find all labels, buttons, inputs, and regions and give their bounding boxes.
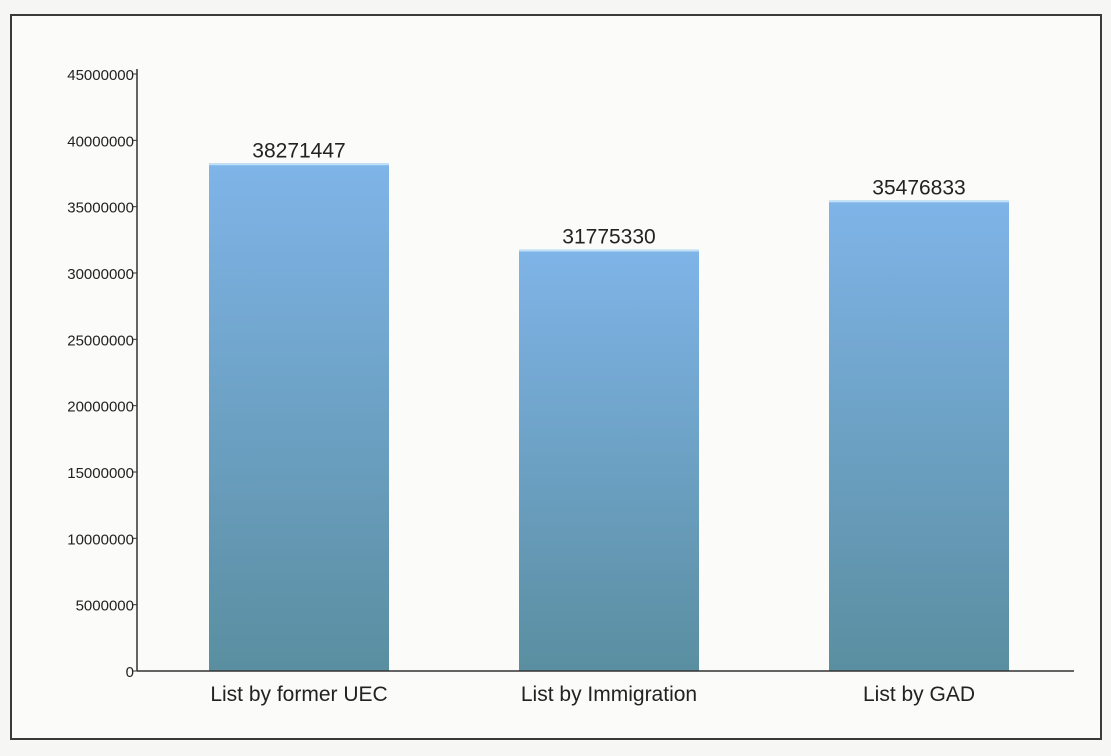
- x-tick-label: List by Immigration: [521, 683, 697, 706]
- axes-group: [136, 69, 1074, 672]
- bar-value-label: 38271447: [252, 139, 345, 162]
- y-tick-label: 20000000: [67, 399, 134, 416]
- y-tick-label: 40000000: [67, 133, 134, 150]
- y-axis-ticks: 0 5000000 10000000 15000000 20000000 25000000…: [67, 67, 137, 681]
- bar-chart: 0 5000000 10000000 15000000 20000000 25000000…: [67, 67, 1074, 706]
- y-tick-label: 15000000: [67, 465, 134, 482]
- bar-value-label: 31775330: [562, 225, 655, 248]
- y-tick-label: 30000000: [67, 266, 134, 283]
- y-tick-label: 5000000: [76, 598, 134, 615]
- y-tick-label: 0: [126, 664, 134, 681]
- bar-value-label: 35476833: [872, 176, 965, 199]
- y-tick-label: 35000000: [67, 200, 134, 217]
- y-tick-label: 10000000: [67, 531, 134, 548]
- x-tick-label: List by former UEC: [210, 683, 387, 706]
- x-tick-label: List by GAD: [863, 683, 975, 706]
- bar: [829, 200, 1009, 671]
- x-axis-labels: List by former UEC List by Immigration Lis…: [210, 683, 975, 706]
- y-tick-label: 25000000: [67, 332, 134, 349]
- bar: [209, 163, 389, 671]
- bar: [519, 249, 699, 671]
- y-tick-label: 45000000: [67, 67, 134, 84]
- bars-group: 38271447 31775330 35476833: [209, 139, 1009, 671]
- chart-container: 0 5000000 10000000 15000000 20000000 25000000…: [10, 14, 1102, 740]
